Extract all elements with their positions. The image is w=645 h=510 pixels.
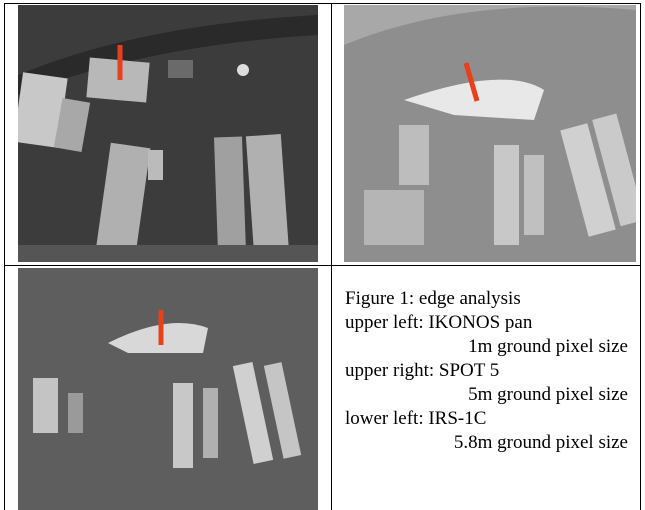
- caption-label: lower left: IRS-1C: [345, 407, 628, 431]
- irs1c-image: [18, 268, 318, 510]
- caption-detail: 1m ground pixel size: [345, 335, 628, 359]
- table-border: [331, 3, 332, 510]
- caption-detail: 5m ground pixel size: [345, 383, 628, 407]
- spot5-image: [344, 5, 636, 262]
- figure-caption: Figure 1: edge analysis upper left: IKON…: [345, 287, 628, 455]
- table-border: [4, 3, 5, 510]
- table-border: [4, 265, 641, 266]
- caption-label: upper right: SPOT 5: [345, 359, 628, 383]
- caption-detail: 5.8m ground pixel size: [345, 431, 628, 455]
- page: {"figure": {"caption": {"title": "Figure…: [0, 0, 645, 510]
- table-border: [640, 3, 641, 510]
- table-border: [4, 3, 641, 4]
- ikonos-image: [18, 5, 318, 262]
- caption-label: upper left: IKONOS pan: [345, 311, 628, 335]
- caption-title: Figure 1: edge analysis: [345, 287, 628, 311]
